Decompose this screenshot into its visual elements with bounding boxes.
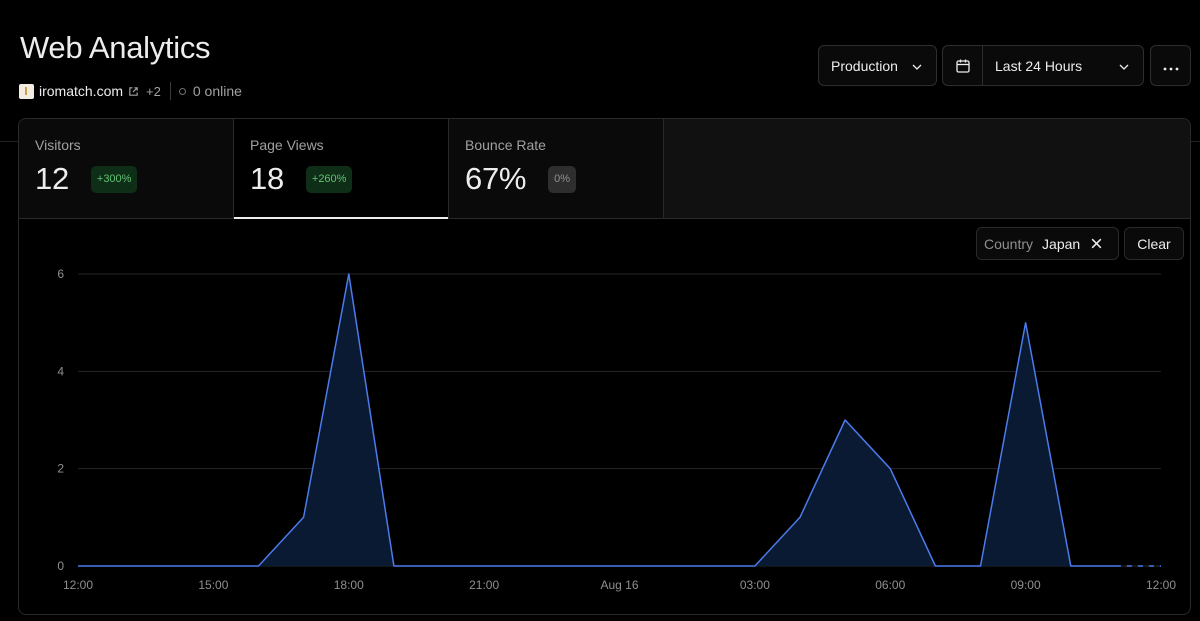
x-tick-label: 09:00 [1011, 578, 1041, 592]
metric-tabs: Visitors 12 +300% Page Views 18 +260% Bo… [19, 119, 1190, 219]
external-link-icon[interactable] [128, 86, 139, 97]
x-tick-label: 12:00 [1146, 578, 1176, 592]
series-area [78, 274, 1116, 566]
online-count: 0 online [192, 83, 242, 99]
date-range-select[interactable]: Last 24 Hours [942, 45, 1144, 86]
divider [169, 82, 171, 100]
calendar-icon[interactable] [943, 46, 983, 85]
change-badge: +260% [305, 165, 353, 193]
chevron-down-icon [911, 60, 923, 76]
online-status-icon [178, 87, 186, 95]
y-tick-label: 2 [57, 462, 64, 476]
x-tick-label: 18:00 [334, 578, 364, 592]
page-views-chart: 0 2 4 6 12:00 15:00 18:00 21:00 Aug 16 03:00 06:00… [57, 267, 1176, 592]
date-range-label: Last 24 Hours [995, 57, 1083, 74]
project-meta: iromatch.com +2 0 online [19, 82, 242, 100]
page-title: Web Analytics [20, 30, 211, 65]
filter-value: Japan [1042, 235, 1081, 252]
chevron-down-icon [1118, 60, 1130, 76]
tab-label: Bounce Rate [465, 137, 546, 153]
clear-filters-button[interactable]: Clear [1124, 227, 1184, 260]
tab-label: Visitors [35, 137, 81, 153]
x-tick-label: 15:00 [198, 578, 228, 592]
environment-select[interactable]: Production [818, 45, 937, 86]
more-options-button[interactable] [1150, 45, 1191, 86]
environment-label: Production [831, 57, 898, 74]
x-tick-label: 21:00 [469, 578, 499, 592]
change-badge: 0% [548, 165, 577, 193]
domain-link[interactable]: iromatch.com [39, 83, 124, 99]
close-icon[interactable] [1090, 237, 1103, 250]
x-tick-label: 03:00 [740, 578, 770, 592]
x-tick-label: Aug 16 [600, 578, 638, 592]
metric-value: 67% [465, 161, 527, 196]
analytics-panel: Visitors 12 +300% Page Views 18 +260% Bo… [18, 118, 1191, 615]
tab-page-views[interactable]: Page Views 18 +260% [234, 119, 449, 219]
metric-value: 18 [250, 161, 284, 196]
series-line [78, 273, 1116, 567]
tab-label: Page Views [250, 137, 324, 153]
y-tick-label: 6 [57, 267, 64, 281]
x-tick-label: 06:00 [875, 578, 905, 592]
ellipsis-icon [1163, 58, 1179, 74]
country-filter-chip[interactable]: Country Japan [976, 227, 1119, 260]
site-favicon-icon [19, 83, 34, 99]
filter-key: Country [984, 235, 1034, 252]
extra-domains-count[interactable]: +2 [146, 83, 161, 99]
metric-value: 12 [35, 161, 69, 196]
tab-bounce-rate[interactable]: Bounce Rate 67% 0% [449, 119, 664, 218]
y-tick-label: 0 [57, 559, 64, 573]
tab-visitors[interactable]: Visitors 12 +300% [19, 119, 234, 218]
y-tick-label: 4 [57, 364, 64, 378]
change-badge: +300% [90, 165, 138, 193]
x-tick-label: 12:00 [63, 578, 93, 592]
tabs-filler [664, 119, 1190, 218]
